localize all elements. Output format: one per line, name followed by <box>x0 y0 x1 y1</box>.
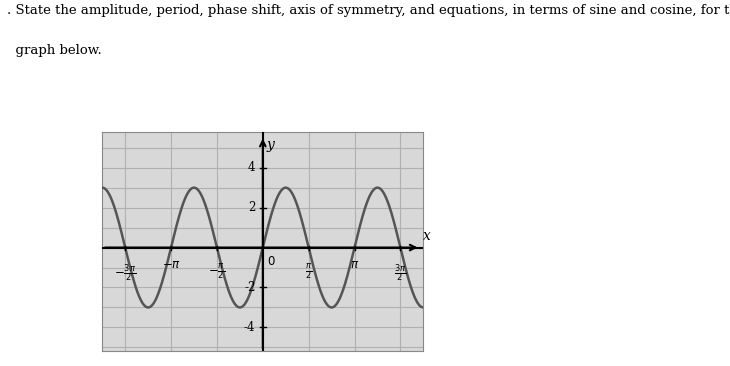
Text: -2: -2 <box>244 281 256 294</box>
Text: 2: 2 <box>248 201 255 214</box>
Text: y: y <box>266 138 274 152</box>
Text: $-\pi$: $-\pi$ <box>161 258 180 271</box>
Text: . State the amplitude, period, phase shift, axis of symmetry, and equations, in : . State the amplitude, period, phase shi… <box>7 4 730 17</box>
Text: -4: -4 <box>244 321 256 334</box>
Text: $-\frac{3\pi}{2}$: $-\frac{3\pi}{2}$ <box>114 262 137 284</box>
Text: $\frac{3\pi}{2}$: $\frac{3\pi}{2}$ <box>394 262 407 284</box>
Text: $\frac{\pi}{2}$: $\frac{\pi}{2}$ <box>305 262 312 281</box>
Text: graph below.: graph below. <box>7 44 102 57</box>
Text: x: x <box>423 229 431 243</box>
Text: $0$: $0$ <box>267 255 276 268</box>
Text: 4: 4 <box>248 161 255 174</box>
Text: $-\frac{\pi}{2}$: $-\frac{\pi}{2}$ <box>208 262 226 281</box>
Text: $\pi$: $\pi$ <box>350 258 359 271</box>
